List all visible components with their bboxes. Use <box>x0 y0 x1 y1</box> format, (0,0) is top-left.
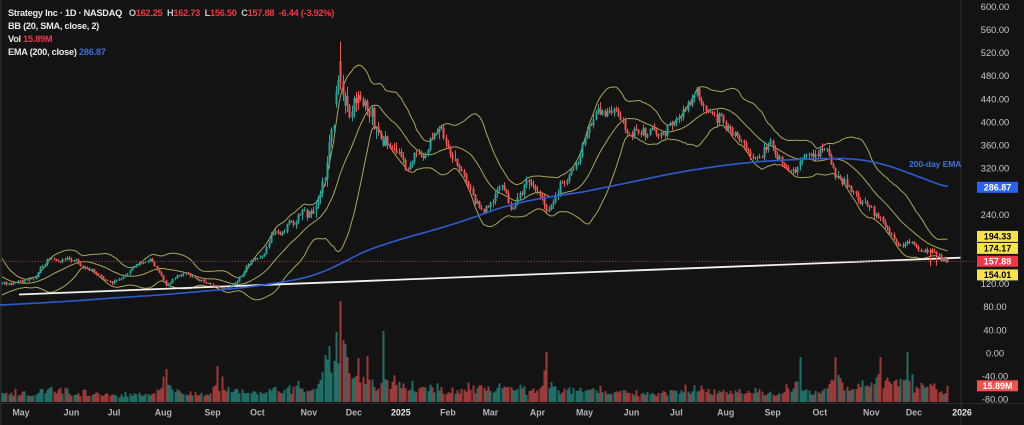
svg-text:-40.00: -40.00 <box>982 372 1008 382</box>
svg-text:286.87: 286.87 <box>984 183 1012 193</box>
svg-text:Mar: Mar <box>483 408 499 418</box>
svg-text:Dec: Dec <box>906 408 922 418</box>
svg-text:May: May <box>576 408 593 418</box>
svg-text:Aug: Aug <box>155 408 172 418</box>
svg-text:Aug: Aug <box>717 408 734 418</box>
svg-text:BB (20, SMA, close, 2): BB (20, SMA, close, 2) <box>8 21 99 31</box>
svg-text:Oct: Oct <box>250 408 265 418</box>
svg-text:174.17: 174.17 <box>984 244 1012 254</box>
svg-text:Nov: Nov <box>301 408 318 418</box>
svg-text:Sep: Sep <box>205 408 222 418</box>
svg-text:194.33: 194.33 <box>984 232 1012 242</box>
svg-text:200-day EMA: 200-day EMA <box>909 159 961 169</box>
svg-text:Vol 15.89M: Vol 15.89M <box>8 34 53 44</box>
svg-text:Jun: Jun <box>624 408 640 418</box>
svg-text:400.00: 400.00 <box>981 117 1009 127</box>
svg-text:Dec: Dec <box>346 408 362 418</box>
svg-text:157.88: 157.88 <box>984 257 1012 267</box>
svg-text:Jun: Jun <box>64 408 80 418</box>
svg-text:0.00: 0.00 <box>986 348 1004 358</box>
svg-text:Apr: Apr <box>530 408 546 418</box>
svg-text:440.00: 440.00 <box>981 94 1009 104</box>
svg-text:360.00: 360.00 <box>981 141 1009 151</box>
svg-text:Strategy Inc · 1D · NASDAQ O: Strategy Inc · 1D · NASDAQ O162.25 H162.… <box>8 8 334 18</box>
svg-text:80.00: 80.00 <box>983 302 1006 312</box>
svg-text:15.89M: 15.89M <box>982 381 1012 391</box>
svg-text:40.00: 40.00 <box>983 325 1006 335</box>
svg-text:Feb: Feb <box>440 408 456 418</box>
svg-text:Jul: Jul <box>670 408 683 418</box>
svg-text:Oct: Oct <box>812 408 827 418</box>
svg-text:240.00: 240.00 <box>981 210 1009 220</box>
svg-text:EMA (200, close) 286.87: EMA (200, close) 286.87 <box>8 47 106 57</box>
svg-text:480.00: 480.00 <box>981 71 1009 81</box>
svg-text:120.00: 120.00 <box>981 279 1009 289</box>
svg-text:Nov: Nov <box>863 408 880 418</box>
svg-text:May: May <box>12 408 29 418</box>
svg-text:154.01: 154.01 <box>984 270 1012 280</box>
svg-text:600.00: 600.00 <box>981 2 1009 12</box>
svg-text:320.00: 320.00 <box>981 164 1009 174</box>
svg-text:Sep: Sep <box>765 408 782 418</box>
svg-text:560.00: 560.00 <box>981 25 1009 35</box>
svg-text:-80.00: -80.00 <box>982 395 1008 405</box>
svg-text:2025: 2025 <box>391 408 411 418</box>
svg-text:2026: 2026 <box>952 408 972 418</box>
svg-text:520.00: 520.00 <box>981 48 1009 58</box>
svg-text:Jul: Jul <box>108 408 121 418</box>
